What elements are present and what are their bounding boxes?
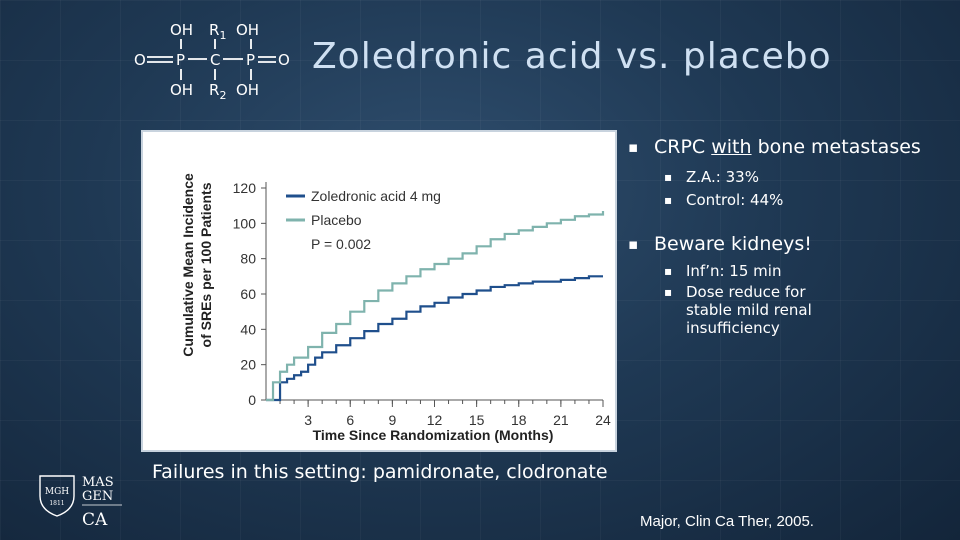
series-line-zoledronic (266, 275, 603, 402)
mgh-logo: MGH 1811 MAS GEN CA (39, 475, 122, 530)
y-tick-label: 80 (240, 251, 256, 267)
bisphosphonate-structure: OH R1 OH O P C P O OH R2 OH (134, 21, 290, 102)
y-tick-label: 100 (233, 215, 257, 231)
x-tick-label: 24 (595, 412, 611, 428)
bullet-za-rate: Z.A.: 33% (628, 168, 948, 186)
footer-note: Failures in this setting: pamidronate, c… (152, 461, 608, 483)
mol-top-left: OH (170, 21, 193, 39)
y-tick-label: 20 (240, 357, 256, 373)
bullet-list: CRPC with bone metastases Z.A.: 33% Cont… (628, 136, 948, 337)
logo-text-line2: GEN (82, 489, 113, 504)
y-tick-label: 120 (233, 180, 257, 196)
mgh-shield-icon (39, 475, 75, 517)
x-tick-label: 6 (346, 412, 354, 428)
chart-xlabel: Time Since Randomization (Months) (313, 427, 554, 443)
chart-ylabel-line1: Cumulative Mean Incidence (180, 173, 196, 357)
mol-bot-right: OH (236, 81, 259, 99)
mol-mid-p1: P (176, 51, 185, 69)
mol-mid-left: O (134, 51, 146, 69)
x-tick-label: 12 (427, 412, 443, 428)
bullet-dose-reduce: Dose reduce for stable mild renal insuff… (628, 283, 848, 337)
y-tick-label: 40 (240, 321, 256, 337)
logo-shield-line2: 1811 (49, 500, 64, 507)
logo-text-line1: MAS (82, 475, 114, 490)
mol-bot-left: OH (170, 81, 193, 99)
citation: Major, Clin Ca Ther, 2005. (640, 513, 814, 530)
chart-panel: 0 20 40 60 80 100 120 3 6 9 12 15 18 21 24 Zoledronic … (141, 130, 617, 452)
bullet-crpc: CRPC with bone metastases (628, 136, 948, 159)
x-tick-label: 15 (469, 412, 485, 428)
y-tick-label: 60 (240, 286, 256, 302)
slide-title: Zoledronic acid vs. placebo (312, 36, 832, 77)
legend-label: Placebo (311, 212, 362, 228)
mol-top-mid: R1 (209, 21, 226, 42)
sre-incidence-chart: 0 20 40 60 80 100 120 3 6 9 12 15 18 21 24 Zoledronic … (180, 173, 611, 443)
mol-mid-p2: P (246, 51, 255, 69)
mol-mid-right: O (278, 51, 290, 69)
series-line-placebo (266, 210, 605, 402)
logo-shield-line1: MGH (45, 487, 69, 497)
bullet-control-rate: Control: 44% (628, 191, 948, 209)
bullet-kidneys: Beware kidneys! (628, 233, 948, 256)
mol-bot-mid: R2 (209, 81, 226, 102)
logo-text-line3: CA (82, 510, 108, 530)
x-tick-label: 9 (388, 412, 396, 428)
x-tick-label: 3 (304, 412, 312, 428)
mol-top-right: OH (236, 21, 259, 39)
x-tick-label: 21 (553, 412, 569, 428)
bullet-infusion: Inf’n: 15 min (628, 262, 948, 280)
legend-label: Zoledronic acid 4 mg (311, 188, 441, 204)
p-value-annotation: P = 0.002 (311, 236, 371, 252)
mol-mid-c: C (210, 51, 220, 69)
x-tick-label: 18 (511, 412, 527, 428)
y-tick-label: 0 (248, 392, 256, 408)
chart-ylabel-line2: of SREs per 100 Patients (198, 182, 214, 347)
